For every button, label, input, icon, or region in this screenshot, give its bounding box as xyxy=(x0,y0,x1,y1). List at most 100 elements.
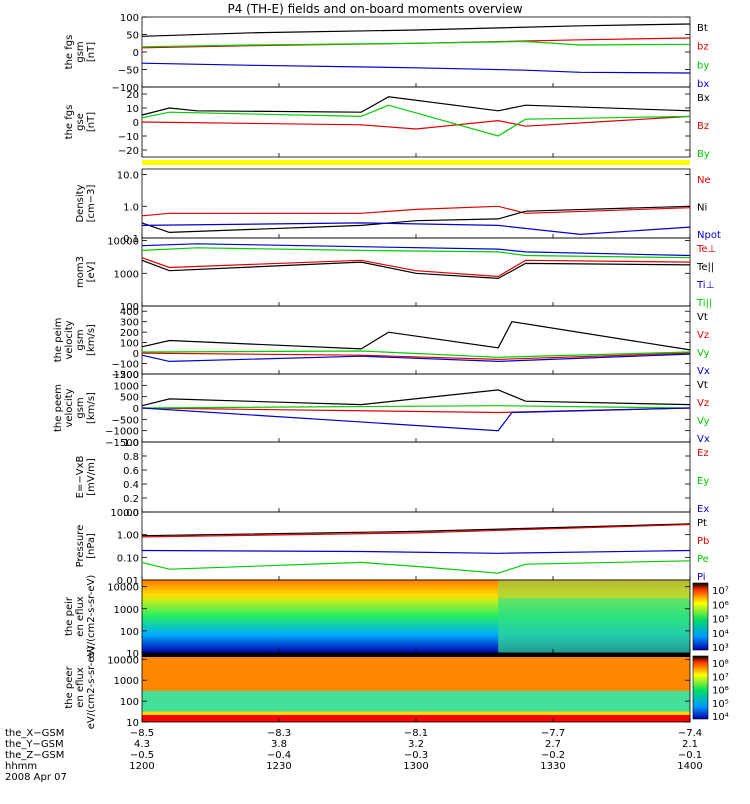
colorbar-label: 10³ xyxy=(712,643,729,654)
series-line-Ti⊥ xyxy=(141,243,691,257)
legend-Vt: Vt xyxy=(697,312,708,323)
legend-Bt: Bt xyxy=(697,23,708,34)
ytick-label: 100 xyxy=(120,302,139,313)
xaxis-value: 3.2 xyxy=(408,739,424,750)
series-line-Ti|| xyxy=(141,247,691,259)
ytick-label: −1000 xyxy=(105,427,139,438)
xaxis-value: 2.1 xyxy=(682,739,698,750)
colorbar-label: 10⁴ xyxy=(712,712,729,723)
series-line-Ne xyxy=(141,205,691,217)
ytick-label: 100 xyxy=(120,697,139,708)
colorbar-label: 10⁶ xyxy=(712,686,729,697)
legend-Vx: Vx xyxy=(697,366,710,377)
ytick-label: 20 xyxy=(126,90,139,101)
xaxis-value: −0.2 xyxy=(541,750,565,761)
panel-frame xyxy=(141,86,691,158)
legend-Vy: Vy xyxy=(697,416,710,427)
ylabel-line: the peer xyxy=(64,665,75,708)
legend-Bx: Bx xyxy=(697,93,710,104)
series-line-Ni xyxy=(141,205,691,234)
legend-Vt: Vt xyxy=(697,380,708,391)
xaxis-value: 1300 xyxy=(403,761,428,772)
ytick-label: 10000 xyxy=(107,655,139,666)
colorbar-label: 10⁷ xyxy=(712,586,729,597)
series-line-Pi xyxy=(141,549,691,554)
ylabel-line: [nT] xyxy=(86,42,97,62)
legend-Pt: Pt xyxy=(697,518,707,529)
ytick-label: 100 xyxy=(120,13,139,24)
ytick-label: 50 xyxy=(126,31,139,42)
series-line-Te|| xyxy=(141,259,691,280)
panel-p4: 10000 1000 100 mom3[eV] Te⊥ Te|| Ti⊥ Ti|| xyxy=(75,237,716,313)
legend-Vz: Vz xyxy=(697,330,709,341)
colorbar-label: 10⁵ xyxy=(712,615,729,626)
quality-bar xyxy=(142,160,690,165)
ylabel: the fgsgsm[nT] xyxy=(64,35,97,70)
ytick-label: −1500 xyxy=(105,438,139,449)
xaxis-value: −0.1 xyxy=(678,750,702,761)
ytick-label: 1500 xyxy=(114,370,139,381)
xaxis-row-label: the_X−GSM xyxy=(5,728,64,739)
ylabel-line: velocity xyxy=(64,388,75,427)
ytick-label: 10 xyxy=(126,649,139,660)
xaxis-value: 3.8 xyxy=(271,739,287,750)
legend-Ti||: Ti|| xyxy=(696,298,712,309)
ylabel: the peimvelocitygsm[km/s] xyxy=(53,318,97,363)
panel-frame xyxy=(141,168,691,239)
ytick-label: 400 xyxy=(120,307,139,318)
series-line-bx xyxy=(141,62,691,74)
ytick-label: 0.0 xyxy=(123,508,139,519)
xaxis-value: 1230 xyxy=(266,761,291,772)
ytick-label: 1000 xyxy=(114,676,139,687)
ylabel-line: Density xyxy=(75,184,86,222)
ylabel-line: en eflux xyxy=(75,667,86,707)
ylabel-line: velocity xyxy=(64,320,75,359)
ytick-label: 10000 xyxy=(107,237,139,248)
panel-p2: 20 10 0 −10 −20 the fgsgse[nT] Bx Bz By xyxy=(64,86,710,160)
ytick-label: 1.00 xyxy=(117,531,139,542)
xaxis-value: 2.7 xyxy=(545,739,561,750)
ylabel: E=−VxB[mV/m] xyxy=(75,456,97,499)
ylabel-line: eV/(cm2-s-sr-eV) xyxy=(86,575,97,659)
ytick-label: 200 xyxy=(120,328,139,339)
xaxis-value: −7.4 xyxy=(678,728,702,739)
xaxis-row-label: hhmm xyxy=(5,761,37,772)
ylabel: the peiren efluxeV/(cm2-s-sr-eV) xyxy=(64,575,97,659)
ylabel: the fgsgse[nT] xyxy=(64,105,97,140)
panel-frame xyxy=(141,511,691,581)
xaxis-value: −8.5 xyxy=(130,728,154,739)
ytick-label: −100 xyxy=(112,83,139,94)
xaxis-value: −8.3 xyxy=(267,728,291,739)
ytick-label: 0.10 xyxy=(117,553,139,564)
legend-Te||: Te|| xyxy=(696,262,714,273)
series-line-Pt xyxy=(141,523,691,537)
panel-p1: 100 50 0 −50 −100 the fgsgsm[nT] Bt bz by bx xyxy=(64,13,709,94)
ytick-label: 1000 xyxy=(114,269,139,280)
ytick-label: 0 xyxy=(133,404,139,415)
series-line-By xyxy=(141,104,691,137)
series-line-Vx xyxy=(141,353,691,363)
legend-Ni: Ni xyxy=(697,203,707,214)
panel-p9: 10⁷ 10⁶ 10⁵ 10⁴ 10³ 10000 1000 100 10 the peiren … xyxy=(64,575,729,660)
ylabel-line: the fgs xyxy=(64,35,75,70)
legend-Te⊥: Te⊥ xyxy=(696,244,716,255)
ytick-label: −20 xyxy=(118,146,139,157)
xaxis-value: −7.7 xyxy=(541,728,565,739)
ylabel-line: [mV/m] xyxy=(86,458,97,496)
xaxis-value: −0.5 xyxy=(130,750,154,761)
series-line-Pe xyxy=(141,560,691,574)
legend-Pe: Pe xyxy=(697,554,709,565)
ylabel-line: Pressure xyxy=(75,525,86,568)
date-label: 2008 Apr 07 xyxy=(5,772,67,783)
xaxis-row-label: the_Z−GSM xyxy=(5,750,64,761)
series-line-Te⊥ xyxy=(141,257,691,278)
ytick-label: 0.4 xyxy=(123,480,139,491)
ytick-label: 0.2 xyxy=(123,494,139,505)
figure-title: P4 (TH-E) fields and on-board moments ov… xyxy=(227,2,522,16)
ylabel-line: E=−VxB xyxy=(75,456,86,499)
ytick-label: 0 xyxy=(133,118,139,129)
ylabel-line: mom3 xyxy=(75,256,86,288)
legend-Bz: Bz xyxy=(697,121,709,132)
legend-By: By xyxy=(697,149,710,160)
legend-Ey: Ey xyxy=(697,476,709,487)
